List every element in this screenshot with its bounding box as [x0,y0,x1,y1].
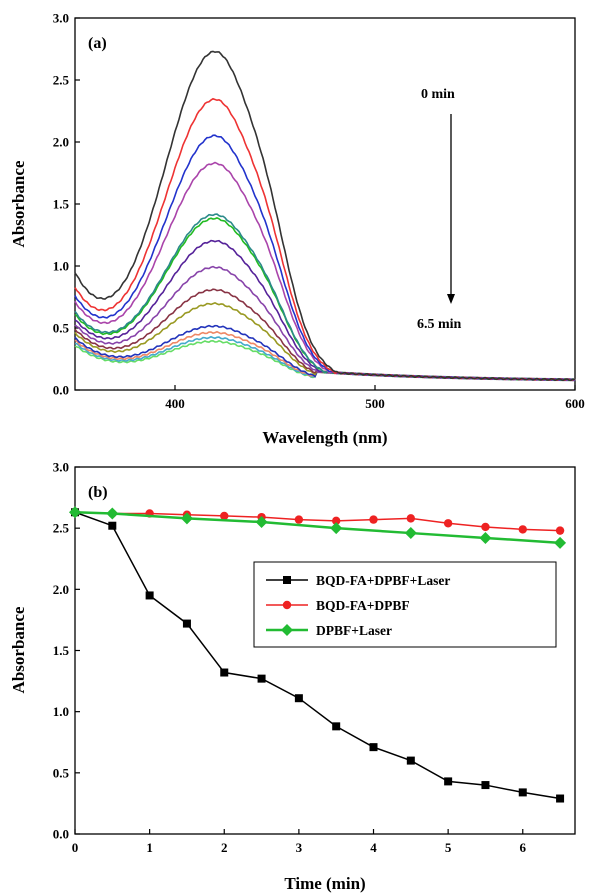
data-point [220,668,229,677]
b-x-tick-label: 6 [520,840,527,855]
y-axis-title-a: Absorbance [9,160,28,247]
data-point [554,536,567,549]
a-x-tick-label: 600 [565,396,585,411]
data-point [406,514,416,523]
data-point [479,531,492,544]
axis-ticks-a: 400 500 600 0.0 0.5 1.0 1.5 2.0 2.5 3.0 [53,11,585,412]
data-point [220,511,229,521]
start-time-annotation: 0 min [421,87,455,102]
a-y-tick-label: 0.5 [53,321,70,336]
b-y-tick-label: 2.0 [53,582,69,597]
data-point [443,519,453,528]
a-y-tick-label: 0.0 [53,383,69,398]
b-y-tick-label: 3.0 [53,460,69,475]
legend-marker-square [283,576,291,584]
panel-a-label: (a) [88,35,107,52]
legend-item-control: DPBF+Laser [266,623,392,638]
data-point [255,516,268,529]
data-point [518,525,527,534]
data-point [369,743,378,752]
data-point [444,777,453,786]
b-x-tick-label: 1 [146,840,153,855]
data-point [69,506,81,519]
b-x-tick-label: 0 [72,840,79,855]
data-point [294,694,303,703]
data-point [145,591,154,600]
y-axis-title-b: Absorbance [9,606,28,693]
b-y-tick-label: 0.0 [53,827,69,842]
panel-a: 400 500 600 0.0 0.5 1.0 1.5 2.0 2.5 3.0 (a) 0 min… [9,11,585,448]
legend-item-laser: BQD-FA+DPBF+Laser [266,573,450,588]
a-x-tick-label: 500 [365,396,385,411]
panel-b-label: (b) [88,484,108,501]
legend-label-control: DPBF+Laser [316,623,392,638]
data-point [481,781,490,790]
data-point [332,722,341,731]
a-y-tick-label: 1.5 [53,197,70,212]
data-point [556,794,565,803]
panel-b: 0 1 2 3 4 5 6 0.0 0.5 1.0 1.5 2.0 2.5 3.0 (b) BQD-FA+… [9,460,576,893]
b-x-tick-label: 4 [370,840,377,855]
series-line [74,511,561,532]
data-point [108,521,117,530]
data-point [555,526,565,535]
data-point [331,516,341,526]
data-point [481,522,490,532]
data-point [294,515,304,524]
b-x-tick-label: 5 [445,840,452,855]
data-point [257,674,266,683]
data-point [518,788,527,797]
data-point [369,515,378,524]
b-x-tick-label: 2 [221,840,228,855]
a-x-tick-label: 400 [165,396,185,411]
a-y-tick-label: 2.0 [53,135,69,150]
b-x-tick-label: 3 [296,840,303,855]
plot-area-b [74,466,576,835]
legend-label-laser: BQD-FA+DPBF+Laser [316,573,450,588]
x-axis-title-b: Time (min) [284,874,365,893]
legend: BQD-FA+DPBF+Laser BQD-FA+DPBF DPBF+Laser [253,561,557,648]
legend-marker-diamond [281,624,293,636]
data-point [404,527,417,540]
data-point [330,522,343,535]
legend-label-dark: BQD-FA+DPBF [316,598,410,613]
axis-ticks-b: 0 1 2 3 4 5 6 0.0 0.5 1.0 1.5 2.0 2.5 3.0 [53,460,527,856]
data-point [182,619,191,628]
spectra-curves [74,50,576,382]
data-point [106,507,119,520]
data-point [180,512,193,525]
decrease-arrow-head [447,294,455,304]
spectrum-line [74,50,576,382]
a-y-tick-label: 2.5 [53,73,70,88]
data-point [406,756,415,765]
series-line [74,511,561,800]
b-y-tick-label: 1.5 [53,643,70,658]
plot-area-a [74,17,576,391]
a-y-tick-label: 1.0 [53,259,69,274]
x-axis-title-a: Wavelength (nm) [262,428,387,447]
b-y-tick-label: 0.5 [53,765,70,780]
series-line [74,511,561,545]
b-y-tick-label: 1.0 [53,704,69,719]
a-y-tick-label: 3.0 [53,11,69,26]
legend-item-dark: BQD-FA+DPBF [266,598,410,613]
b-y-tick-label: 2.5 [53,521,70,536]
kinetics-series [69,506,567,803]
end-time-annotation: 6.5 min [417,317,462,332]
legend-marker-circle [282,600,292,610]
